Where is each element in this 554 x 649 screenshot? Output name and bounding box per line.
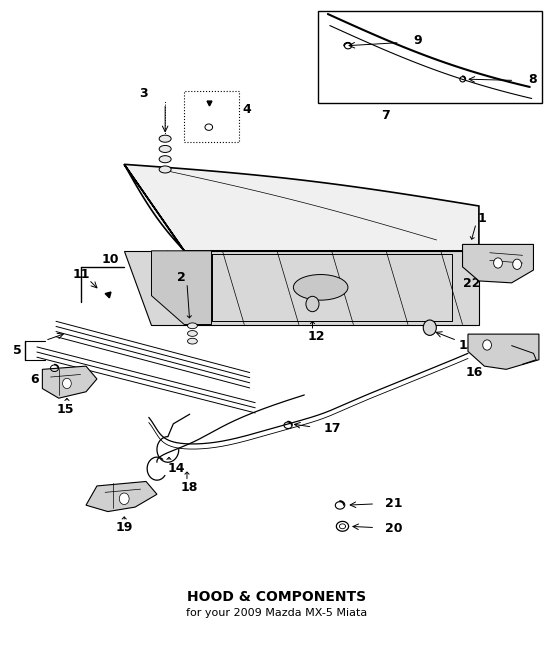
Ellipse shape xyxy=(187,338,197,344)
Text: 4: 4 xyxy=(243,103,252,116)
Text: 18: 18 xyxy=(181,481,198,494)
Polygon shape xyxy=(42,366,97,398)
Polygon shape xyxy=(468,334,539,369)
Polygon shape xyxy=(124,251,479,324)
Polygon shape xyxy=(151,251,212,324)
Text: 16: 16 xyxy=(466,366,483,379)
Circle shape xyxy=(483,340,491,350)
Text: 11: 11 xyxy=(73,268,90,281)
Circle shape xyxy=(306,297,319,312)
Text: 15: 15 xyxy=(57,402,74,415)
Ellipse shape xyxy=(159,156,171,163)
Circle shape xyxy=(423,320,437,336)
Text: 9: 9 xyxy=(413,34,422,47)
Ellipse shape xyxy=(187,330,197,336)
Text: 6: 6 xyxy=(30,373,38,386)
Text: 2: 2 xyxy=(177,271,186,284)
Text: 3: 3 xyxy=(139,88,147,101)
Text: 14: 14 xyxy=(167,461,185,474)
Ellipse shape xyxy=(159,135,171,142)
Text: 13: 13 xyxy=(458,339,475,352)
Ellipse shape xyxy=(294,275,348,300)
Bar xyxy=(184,91,239,142)
Ellipse shape xyxy=(187,323,197,328)
Ellipse shape xyxy=(159,166,171,173)
Text: HOOD & COMPONENTS: HOOD & COMPONENTS xyxy=(187,590,367,604)
Polygon shape xyxy=(86,482,157,511)
Text: 19: 19 xyxy=(116,521,133,534)
Text: 12: 12 xyxy=(307,330,325,343)
Text: 10: 10 xyxy=(102,252,119,265)
Text: 17: 17 xyxy=(324,422,341,435)
Bar xyxy=(318,10,542,103)
Text: for your 2009 Mazda MX-5 Miata: for your 2009 Mazda MX-5 Miata xyxy=(186,608,368,618)
Polygon shape xyxy=(463,245,534,283)
Polygon shape xyxy=(124,164,479,251)
Text: 21: 21 xyxy=(385,497,403,510)
Circle shape xyxy=(119,493,129,504)
Text: 20: 20 xyxy=(385,522,403,535)
Circle shape xyxy=(513,259,521,269)
Text: 7: 7 xyxy=(381,108,389,121)
Circle shape xyxy=(494,258,502,268)
Ellipse shape xyxy=(159,145,171,153)
Text: 8: 8 xyxy=(528,73,537,86)
Text: 22: 22 xyxy=(463,277,480,290)
Text: 1: 1 xyxy=(477,212,486,225)
Text: 5: 5 xyxy=(13,343,22,357)
Circle shape xyxy=(63,378,71,389)
